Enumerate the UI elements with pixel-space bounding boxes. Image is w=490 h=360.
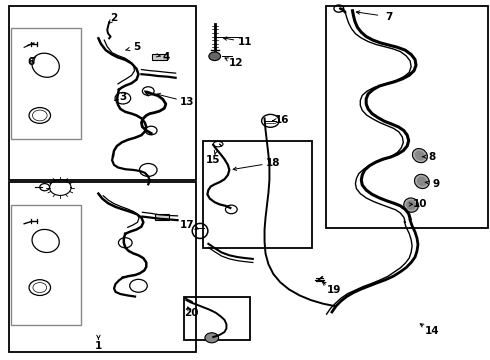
Text: 7: 7 [386,12,393,22]
Text: 14: 14 [424,326,439,336]
Text: 6: 6 [27,57,35,67]
Text: 9: 9 [433,179,440,189]
Ellipse shape [415,174,429,189]
Text: 11: 11 [238,37,252,47]
Ellipse shape [417,176,427,186]
Ellipse shape [404,198,418,212]
Text: 2: 2 [110,13,118,23]
Text: 8: 8 [428,152,435,162]
Text: 12: 12 [229,58,244,68]
Text: 1: 1 [95,341,102,351]
Bar [9,182,196,352]
Ellipse shape [406,200,416,210]
Text: 4: 4 [162,52,170,62]
Bar [155,215,169,220]
Bar [11,205,81,325]
Bar [11,28,81,139]
Text: 10: 10 [413,199,427,210]
Circle shape [209,52,221,60]
Text: 13: 13 [180,97,195,107]
Bar [184,297,250,339]
Text: 17: 17 [180,220,195,230]
Bar [9,6,196,180]
Text: 5: 5 [133,42,140,52]
Text: 16: 16 [274,115,289,125]
Text: 19: 19 [327,285,341,296]
Bar [152,54,167,59]
Text: 20: 20 [184,309,198,318]
Bar [326,6,489,228]
Ellipse shape [415,151,425,161]
Text: 3: 3 [119,92,126,102]
Text: 15: 15 [206,155,220,165]
Circle shape [205,333,219,343]
Ellipse shape [413,149,427,163]
Text: 18: 18 [266,158,281,168]
Bar [203,140,313,248]
